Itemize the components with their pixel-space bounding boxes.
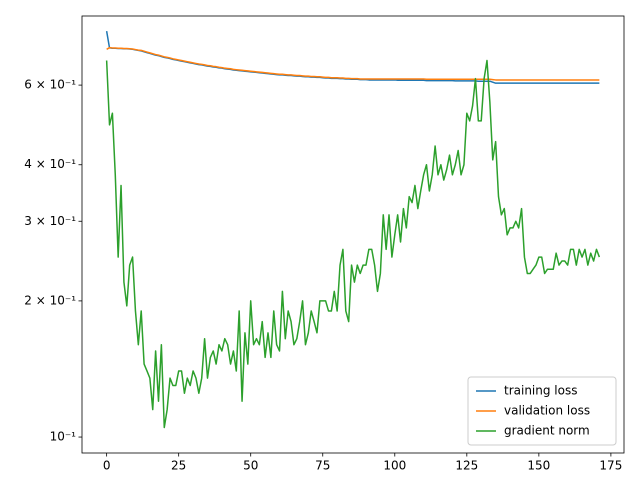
plot-area: 0 25 50 75 100 125 150 175 10⁻¹ 2 × 10⁻¹ 3 × 10⁻¹ 4… (24, 30, 622, 473)
legend-box (467, 376, 617, 446)
legend: training loss validation loss gradient nor… (467, 376, 617, 446)
legend-label: training loss (504, 384, 577, 398)
series-line (106, 46, 600, 81)
x-tick-label: 175 (599, 459, 622, 473)
x-tick-label: 150 (527, 459, 550, 473)
x-tick-label: 0 (103, 459, 111, 473)
legend-label: validation loss (504, 404, 590, 418)
series-line (105, 59, 601, 429)
y-tick-label: 3 × 10⁻¹ (24, 214, 76, 228)
legend-label: gradient norm (504, 424, 590, 438)
x-tick-label: 75 (315, 459, 330, 473)
x-tick-label: 50 (243, 459, 258, 473)
x-tick-label: 125 (455, 459, 478, 473)
y-tick-label: 6 × 10⁻¹ (24, 78, 76, 92)
y-tick-label: 10⁻¹ (50, 430, 77, 444)
x-tick-label: 100 (383, 459, 406, 473)
axes-frame (81, 15, 625, 454)
y-tick-label: 2 × 10⁻¹ (24, 293, 76, 307)
y-tick-label: 4 × 10⁻¹ (24, 157, 76, 171)
x-tick-label: 25 (171, 459, 186, 473)
